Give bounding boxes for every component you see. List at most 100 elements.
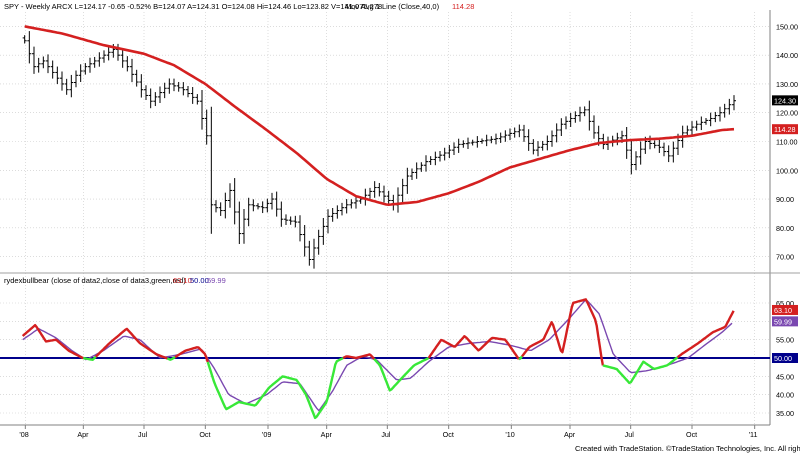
time-tick-label: Jul [625, 430, 635, 439]
time-tick-label: Apr [321, 430, 333, 439]
price-bar [46, 54, 50, 74]
price-bar [307, 240, 312, 266]
price-bar [452, 142, 456, 156]
price-bar [218, 202, 223, 216]
oscillator-segment-above-50 [21, 324, 84, 360]
price-bar [629, 140, 634, 175]
oscillator-tag-59-99: 59.99 [774, 317, 792, 326]
price-bar [74, 70, 78, 88]
oscillator-tag-59-99-background [772, 316, 798, 327]
price-bar [494, 133, 498, 145]
price-bar [559, 118, 564, 137]
oscillator-tick-label: 55.00 [776, 336, 794, 345]
price-bar [573, 111, 578, 123]
symbol-header: SPY - Weekly ARCX L=124.17 -0.65 -0.52% … [4, 2, 382, 11]
oscillator-segment-above-50 [94, 327, 168, 360]
price-bar [587, 100, 592, 131]
oscillator-segment-above-50 [174, 346, 209, 363]
price-bar [592, 115, 596, 139]
oscillator-tag-50-00-background [772, 353, 798, 363]
time-tick-label: Apr [564, 430, 576, 439]
oscillator-segment-above-50 [427, 335, 520, 360]
oscillator-tick-label: 35.00 [776, 409, 794, 418]
price-tick-label: 140.00 [776, 51, 798, 60]
oscillator-tag-63-10-background [772, 304, 798, 315]
price-tick-label: 150.00 [776, 22, 798, 31]
price-tick-label: 120.00 [776, 109, 798, 118]
price-bar [41, 56, 46, 69]
price-tick-label: 90.00 [776, 195, 794, 204]
price-bar [50, 60, 55, 79]
price-bar [316, 229, 321, 255]
price-bar [204, 109, 209, 145]
price-bar [64, 78, 69, 95]
price-bar [564, 116, 568, 130]
time-tick-label: Jul [381, 430, 391, 439]
price-bar [652, 140, 657, 149]
price-bar [498, 132, 503, 143]
indicator-value-1: 63.10 [173, 276, 192, 285]
moving-average-tag-background [772, 124, 798, 135]
price-bar [335, 205, 340, 219]
time-tick-label: Oct [199, 430, 210, 439]
price-bar [284, 214, 288, 226]
price-bar [293, 215, 298, 228]
price-bar [671, 141, 676, 163]
price-tick-label: 110.00 [776, 138, 797, 147]
price-bar [470, 139, 475, 146]
price-bar [144, 85, 148, 100]
oscillator-tick-label: 65.00 [776, 299, 794, 308]
signal-line [22, 299, 733, 412]
price-tick-label: 100.00 [776, 166, 798, 175]
price-bar [657, 139, 662, 153]
price-bar [172, 78, 176, 92]
price-tick-label: 80.00 [776, 224, 794, 233]
price-bar [186, 85, 190, 98]
price-bar [270, 192, 274, 210]
oscillator-segment-above-50 [521, 298, 605, 366]
oscillator-segment-below-50 [602, 356, 679, 385]
price-bar [400, 178, 405, 203]
price-bar [130, 58, 134, 83]
price-bar [340, 202, 344, 216]
price-bar [88, 57, 92, 73]
moving-average-header-value: 114.28 [452, 2, 474, 11]
price-bar [372, 181, 377, 198]
price-bar [251, 199, 256, 212]
price-bar [447, 145, 452, 159]
price-bar [97, 52, 102, 67]
price-bar [638, 141, 643, 165]
price-bar [120, 48, 125, 68]
price-bar [708, 112, 713, 127]
price-bar [568, 112, 573, 127]
price-bar [27, 31, 32, 64]
price-bar [139, 74, 144, 98]
oscillator-segment-below-50 [373, 356, 430, 392]
price-bar [461, 140, 466, 148]
oscillator-tick-label: 40.00 [776, 391, 794, 400]
oscillator-tick-label: 45.00 [776, 372, 794, 381]
price-bar [232, 178, 237, 225]
price-bar [428, 156, 433, 165]
price-bar [158, 86, 162, 103]
price-pane [22, 25, 736, 269]
price-tick-label: 130.00 [776, 80, 798, 89]
indicator-header: rydexbullbear (close of data2,close of d… [4, 276, 186, 285]
price-bar [237, 201, 242, 245]
price-bar [92, 56, 97, 68]
oscillator-segment-above-50 [342, 353, 376, 360]
price-bar [176, 81, 181, 92]
price-bar [410, 168, 414, 180]
price-bar [279, 201, 284, 227]
oscillator-line [21, 298, 735, 420]
price-bar [713, 111, 718, 123]
price-bar [153, 92, 158, 107]
price-tick-label: 70.00 [776, 253, 794, 262]
price-bar [578, 106, 582, 122]
price-bar [190, 87, 195, 104]
price-bar [508, 128, 512, 141]
price-bar [690, 121, 694, 136]
price-bar [214, 200, 218, 213]
last-price-tag: 124.30 [774, 96, 796, 105]
time-tick-label: '11 [749, 430, 758, 439]
